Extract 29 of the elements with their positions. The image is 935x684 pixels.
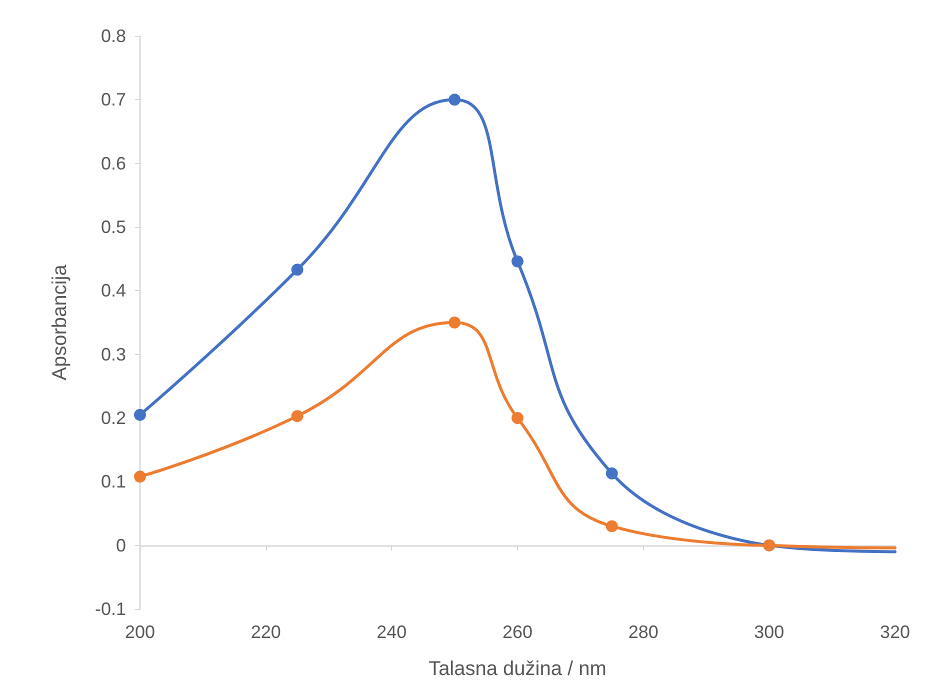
point [606, 520, 618, 532]
point [448, 94, 461, 106]
y-tick-label: 0.5 [100, 217, 126, 237]
x-tick-label: 220 [250, 622, 281, 642]
x-tick-label: 200 [124, 622, 156, 642]
x-tick-label: 320 [880, 622, 910, 642]
x-tick-label: 300 [754, 622, 784, 642]
y-tick-label: 0.8 [100, 26, 126, 46]
point [606, 467, 618, 480]
point [512, 255, 524, 268]
y-tick-label: 0.4 [100, 280, 126, 301]
point [291, 264, 304, 276]
y-tick-label: 0.7 [100, 90, 126, 110]
x-tick-label: 260 [502, 622, 533, 642]
point [448, 316, 461, 328]
x-tick-label: 280 [628, 622, 658, 642]
y-tick-label: -0.1 [94, 599, 126, 619]
point [291, 410, 304, 422]
y-tick-label: 0.3 [100, 344, 126, 364]
point [512, 412, 524, 424]
y-tick-label: 0.1 [100, 472, 126, 492]
y-tick-label: 0.6 [100, 153, 126, 174]
y-tick-label: 0.2 [100, 408, 126, 428]
y-tick-label: 0 [116, 535, 126, 556]
x-tick-label: 240 [376, 622, 407, 642]
point [134, 408, 146, 421]
x-axis-title: Talasna dužina / nm [428, 658, 606, 680]
y-axis-title: Apsorbancija [49, 264, 71, 380]
point [134, 470, 146, 483]
